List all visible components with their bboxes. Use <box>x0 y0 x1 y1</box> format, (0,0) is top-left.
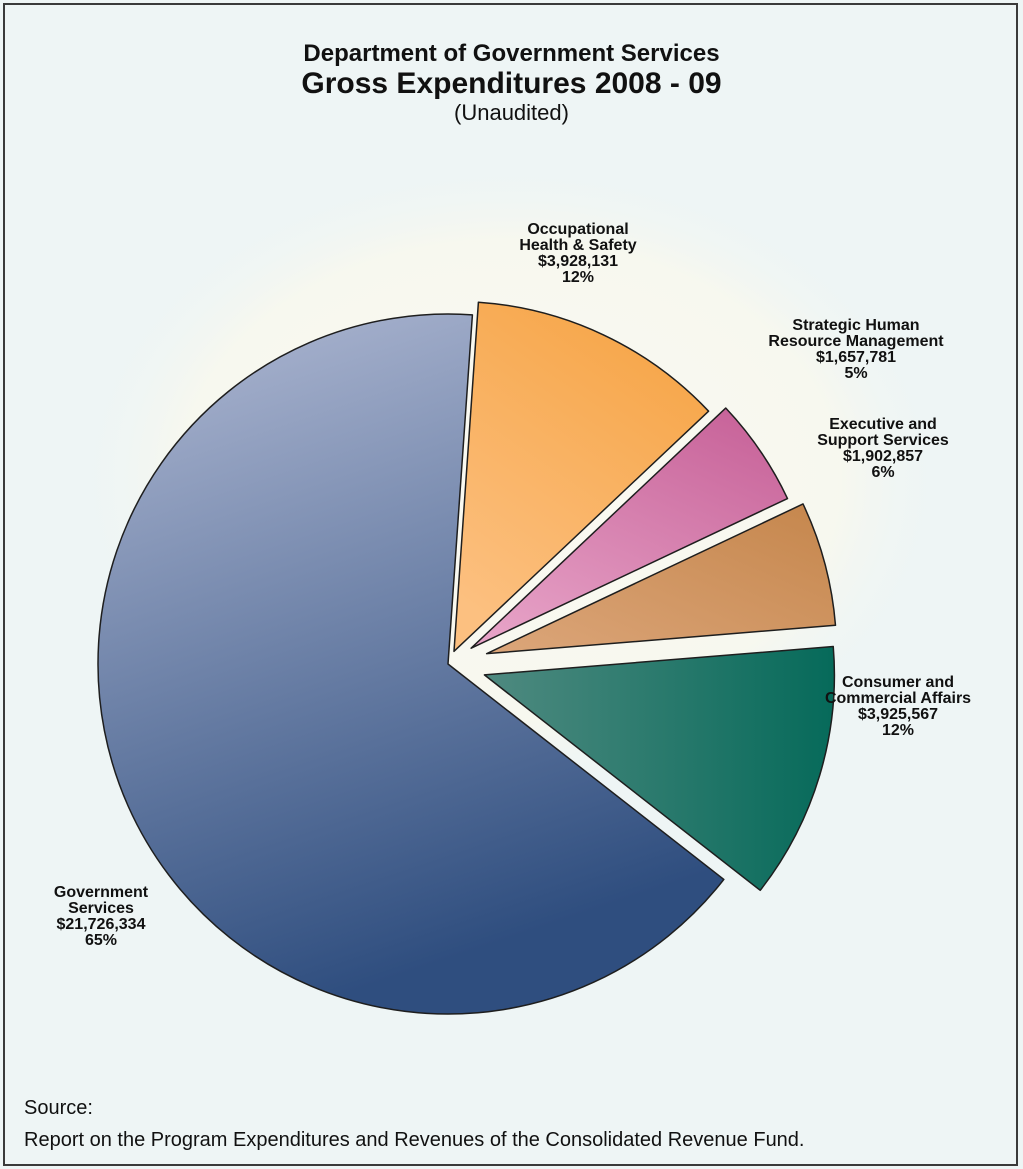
slice-amount: $3,928,131 <box>537 253 619 270</box>
slice-label: Executive and Support Services $1,902,857 6… <box>763 417 1003 481</box>
slice-name: Executive and <box>829 416 937 433</box>
slice-name: Government <box>53 884 149 901</box>
slice-name: Resource Management <box>768 333 944 350</box>
slice-amount: $1,902,857 <box>842 448 924 465</box>
slice-name: Strategic Human <box>792 317 920 334</box>
slice-name: Commercial Affairs <box>824 690 972 707</box>
slice-amount: $21,726,334 <box>56 916 146 933</box>
slice-label: Consumer and Commercial Affairs $3,925,567… <box>778 675 1018 739</box>
slice-name: Services <box>68 900 134 917</box>
pie-slice-government-services <box>97 313 725 1015</box>
pie-slice-consumer-and-commercial-affairs <box>483 645 836 892</box>
source-text: Report on the Program Expenditures and R… <box>24 1129 805 1151</box>
slice-percent: 12% <box>561 269 595 286</box>
slice-name: Support Services <box>817 432 949 449</box>
slice-label: Occupational Health & Safety $3,928,131 12% <box>458 222 698 286</box>
pie-slice-executive-and-support-services <box>485 503 837 655</box>
slice-amount: $3,925,567 <box>857 706 939 723</box>
slice-label: Strategic Human Resource Management $1,657… <box>736 318 976 382</box>
slice-name: Consumer and <box>841 674 954 691</box>
department-title: Department of Government Services <box>303 40 720 67</box>
slice-name: Occupational <box>527 221 629 238</box>
slice-percent: 5% <box>844 365 868 382</box>
slice-label: Government Services $21,726,334 65% <box>0 885 221 949</box>
slice-percent: 6% <box>871 464 895 481</box>
source-note: Source: Report on the Program Expenditur… <box>24 1092 805 1156</box>
chart-title: Gross Expenditures 2008 - 09 <box>301 67 722 100</box>
pie-slice-occupational-health-safety <box>453 301 710 653</box>
chart-subtitle: (Unaudited) <box>454 100 569 125</box>
slice-percent: 65% <box>84 932 118 949</box>
chart-header: Department of Government Services Gross … <box>0 40 1023 126</box>
source-label: Source: <box>24 1097 93 1119</box>
slice-percent: 12% <box>881 722 915 739</box>
slice-amount: $1,657,781 <box>815 349 897 366</box>
slice-name: Health & Safety <box>519 237 637 254</box>
pie-slice-strategic-human-resource-management <box>470 407 789 649</box>
